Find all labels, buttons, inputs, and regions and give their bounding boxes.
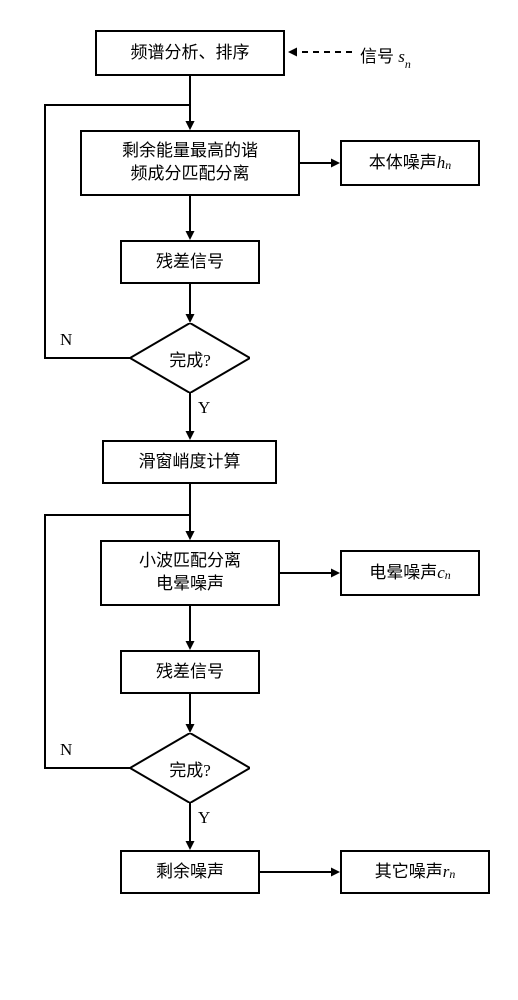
box-step1: 频谱分析、排序 <box>95 30 285 76</box>
text-out7-sub: n <box>449 866 455 882</box>
text-dec1-yes: Y <box>198 398 210 417</box>
text-out5-sym: c <box>437 562 445 585</box>
text-out7-label: 其它噪声 <box>375 861 443 884</box>
diamond-dec1: 完成? <box>130 323 250 393</box>
text-out5-label: 电晕噪声 <box>369 562 437 585</box>
label-dec1-no: N <box>60 330 72 350</box>
diamond-dec2: 完成? <box>130 733 250 803</box>
text-out2-label: 本体噪声 <box>369 152 437 175</box>
text-step3: 残差信号 <box>156 251 224 274</box>
box-step7: 剩余噪声 <box>120 850 260 894</box>
label-dec1-yes: Y <box>198 398 210 418</box>
text-dec1: 完成? <box>169 346 211 371</box>
text-out7-sym: r <box>443 861 450 884</box>
text-step1: 频谱分析、排序 <box>131 42 250 65</box>
text-step4: 滑窗峭度计算 <box>139 451 241 474</box>
label-input-signal: 信号 sn <box>360 42 411 70</box>
box-step4: 滑窗峭度计算 <box>102 440 277 484</box>
text-dec2-no: N <box>60 740 72 759</box>
text-dec2: 完成? <box>169 756 211 781</box>
text-step2: 剩余能量最高的谐 频成分匹配分离 <box>122 140 258 186</box>
box-step5: 小波匹配分离 电晕噪声 <box>100 540 280 606</box>
text-out5-sub: n <box>445 567 451 583</box>
box-step6: 残差信号 <box>120 650 260 694</box>
box-out5: 电晕噪声 cn <box>340 550 480 596</box>
text-input-label: 信号 <box>360 47 398 66</box>
text-step7: 剩余噪声 <box>156 861 224 884</box>
text-out2-sub: n <box>445 157 451 173</box>
text-step6: 残差信号 <box>156 661 224 684</box>
text-input-sym: s <box>398 47 405 66</box>
label-dec2-yes: Y <box>198 808 210 828</box>
text-dec2-yes: Y <box>198 808 210 827</box>
label-dec2-no: N <box>60 740 72 760</box>
box-step2: 剩余能量最高的谐 频成分匹配分离 <box>80 130 300 196</box>
box-out2: 本体噪声 hn <box>340 140 480 186</box>
text-step5: 小波匹配分离 电晕噪声 <box>139 550 241 596</box>
box-step3: 残差信号 <box>120 240 260 284</box>
text-dec1-no: N <box>60 330 72 349</box>
box-out7: 其它噪声 rn <box>340 850 490 894</box>
text-out2-sym: h <box>437 152 446 175</box>
text-input-sub: n <box>405 57 411 71</box>
